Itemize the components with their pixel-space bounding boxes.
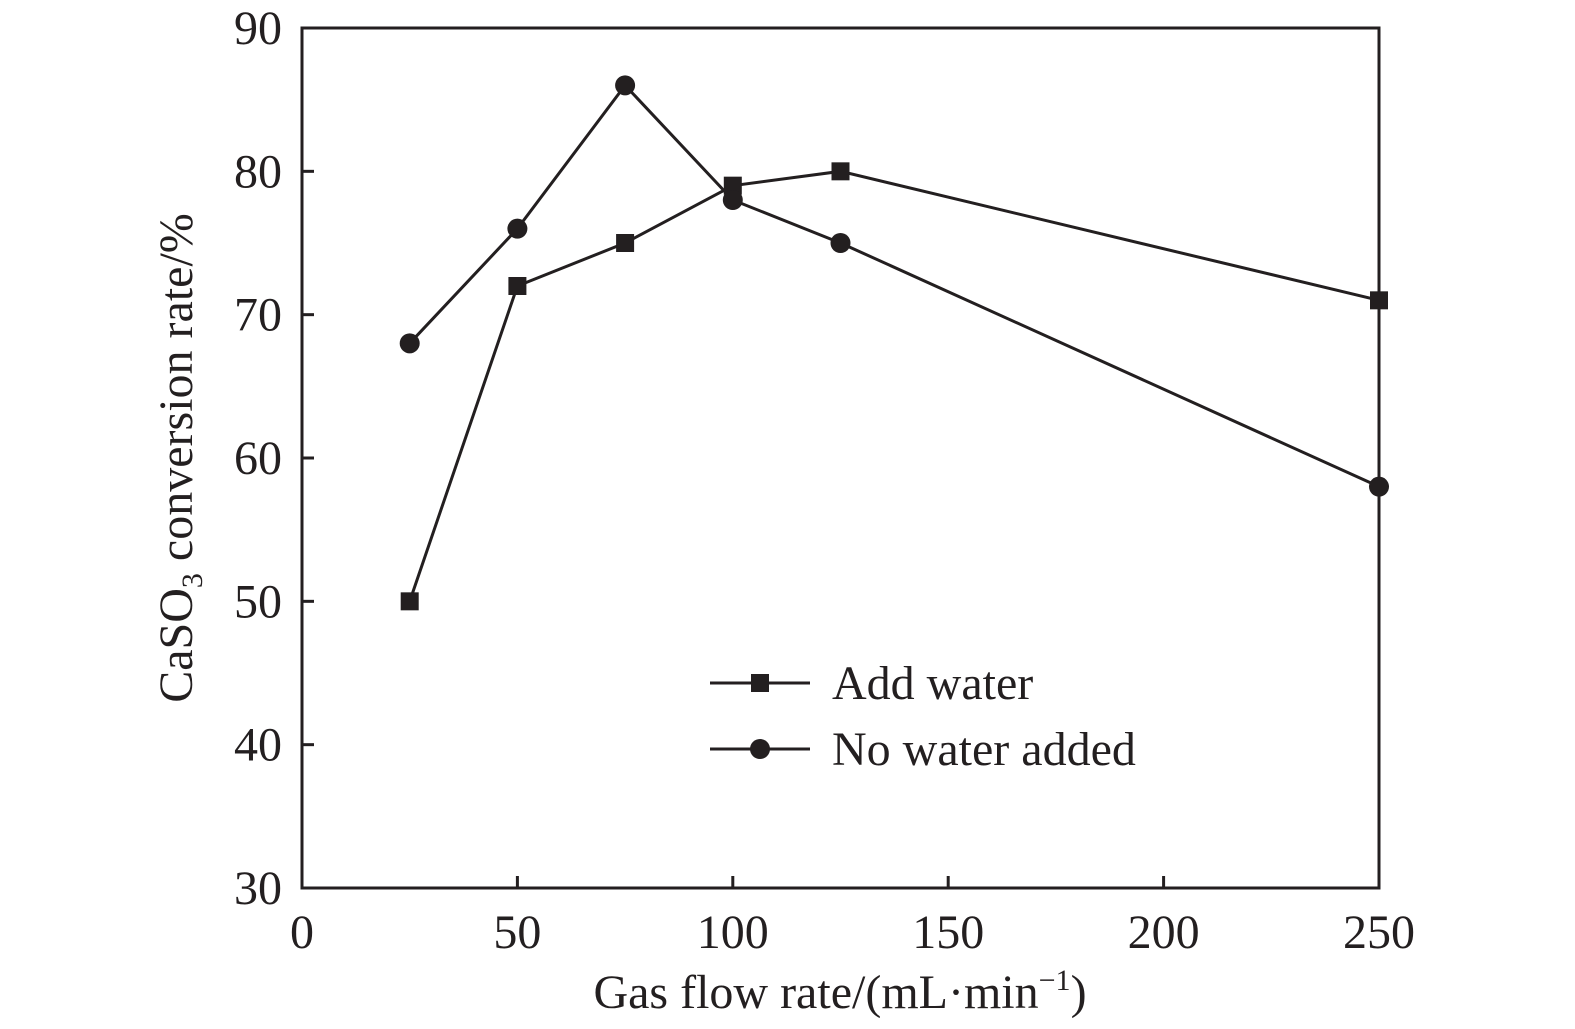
x-tick-label: 0 bbox=[290, 906, 314, 959]
legend-label-no-water-added: No water added bbox=[832, 723, 1136, 776]
x-tick-label: 150 bbox=[912, 906, 984, 959]
x-axis-title-main: Gas flow rate/(mL·min bbox=[593, 966, 1038, 1019]
y-axis-ticks: 30 40 50 60 70 80 90 bbox=[234, 2, 314, 915]
legend-entry-add-water: Add water bbox=[710, 657, 1033, 710]
x-axis-title: Gas flow rate/(mL·min−1) bbox=[593, 964, 1086, 1019]
series-layer bbox=[399, 75, 1389, 611]
x-tick-label: 50 bbox=[493, 906, 541, 959]
data-point-circle bbox=[1369, 476, 1389, 497]
y-tick-label: 50 bbox=[234, 575, 282, 628]
series-line-add-water bbox=[408, 169, 1380, 602]
y-axis-title-post: conversion rate/% bbox=[150, 213, 203, 573]
y-axis-title: CaSO3 conversion rate/% bbox=[150, 213, 209, 703]
y-tick-label: 90 bbox=[234, 2, 282, 55]
data-point-square bbox=[831, 162, 850, 181]
x-tick-label: 100 bbox=[697, 906, 769, 959]
data-point-circle bbox=[399, 333, 420, 354]
y-axis-title-pre: CaSO bbox=[150, 588, 203, 703]
x-axis-ticks: 0 50 100 150 200 250 bbox=[290, 876, 1415, 959]
x-tick-label: 250 bbox=[1343, 906, 1415, 959]
legend-entry-no-water-added: No water added bbox=[710, 723, 1136, 776]
y-tick-label: 60 bbox=[234, 432, 282, 485]
y-tick-label: 70 bbox=[234, 289, 282, 342]
data-point-square bbox=[723, 176, 742, 195]
y-axis-title-subscript: 3 bbox=[176, 573, 209, 588]
data-point-circle bbox=[722, 190, 743, 210]
legend-marker-square bbox=[751, 674, 769, 692]
data-point-circle bbox=[615, 75, 636, 96]
data-point-square bbox=[1370, 291, 1388, 310]
data-point-square bbox=[400, 592, 419, 611]
series-line-no-water-added bbox=[408, 83, 1380, 489]
legend: Add water No water added bbox=[710, 657, 1136, 776]
legend-label-add-water: Add water bbox=[832, 657, 1033, 710]
data-point-square bbox=[616, 234, 635, 252]
x-axis-title-tail: ) bbox=[1071, 966, 1087, 1019]
series-no-water-added bbox=[399, 75, 1389, 497]
y-tick-label: 80 bbox=[234, 145, 282, 198]
y-tick-label: 40 bbox=[234, 719, 282, 772]
legend-marker-circle bbox=[750, 739, 770, 759]
data-point-square bbox=[508, 277, 527, 295]
data-point-circle bbox=[507, 218, 528, 239]
x-tick-label: 200 bbox=[1128, 906, 1200, 959]
x-axis-title-superscript: −1 bbox=[1039, 964, 1071, 997]
y-tick-label: 30 bbox=[234, 862, 282, 915]
data-point-circle bbox=[830, 233, 851, 253]
series-add-water bbox=[400, 162, 1388, 611]
